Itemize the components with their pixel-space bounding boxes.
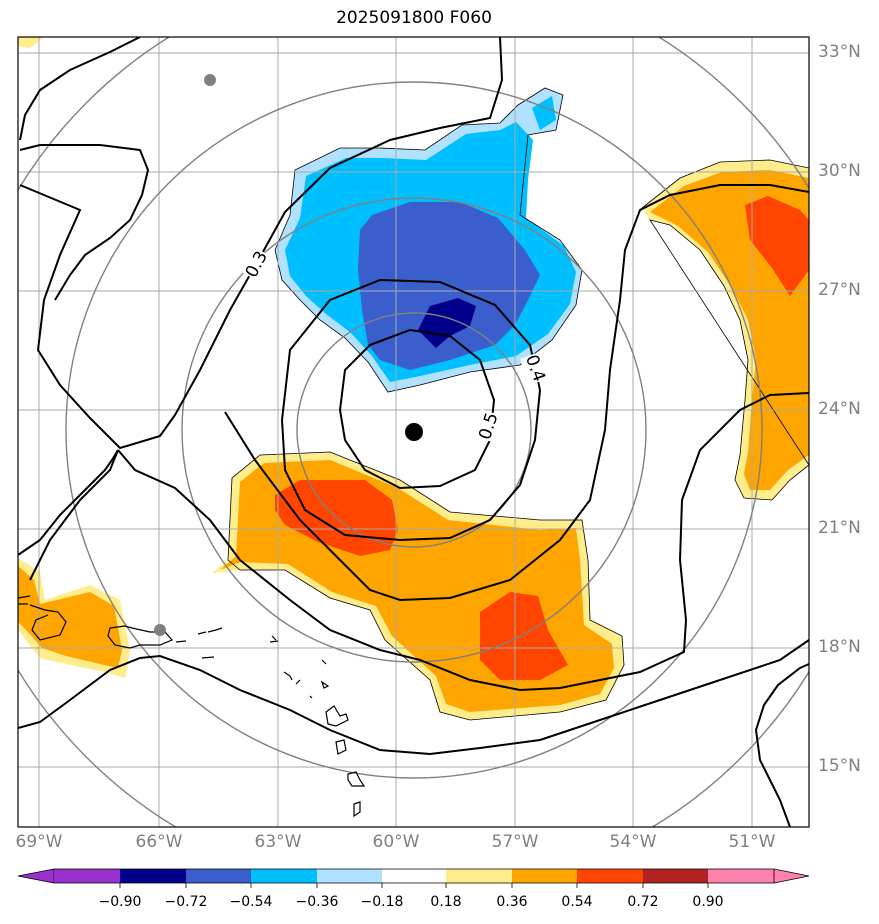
positive-region-far-west-core (18, 566, 122, 668)
coastlines (18, 595, 366, 818)
map-frame (17, 36, 810, 828)
positive-fleck-nw (18, 37, 44, 48)
lon-label-69: 69°W (15, 832, 63, 852)
station-marker (204, 74, 216, 86)
storm-center-marker (405, 423, 423, 441)
shaded-fields (18, 37, 809, 720)
colorbar-label: 0.36 (496, 894, 528, 910)
colorbar-label: 0.18 (430, 894, 462, 910)
graticule (18, 37, 809, 827)
colorbar-label: −0.54 (229, 894, 273, 910)
lat-label-30: 30°N (818, 161, 861, 181)
colorbar-label: −0.36 (295, 894, 339, 910)
colorbar (17, 868, 810, 888)
lon-label-66: 66°W (135, 832, 183, 852)
lat-label-33: 33°N (818, 42, 861, 62)
lat-label-27: 27°N (818, 280, 861, 300)
colorbar-label: −0.18 (360, 894, 404, 910)
distance-rings (18, 37, 809, 827)
contour-04 (280, 278, 542, 542)
lon-label-54: 54°W (609, 832, 657, 852)
positive-max-east (745, 196, 809, 296)
lat-label-24: 24°N (818, 399, 861, 419)
colorbar-label: 0.90 (692, 894, 724, 910)
lon-label-60: 60°W (372, 832, 420, 852)
contour-03 (19, 37, 504, 450)
colorbar-label: −0.72 (164, 894, 208, 910)
lat-label-15: 15°N (818, 756, 861, 776)
colorbar-label: 0.54 (561, 894, 593, 910)
lon-label-51: 51°W (728, 832, 776, 852)
lon-label-57: 57°W (491, 832, 539, 852)
contour-labels: 0.3 0.4 0.5 (237, 245, 553, 444)
positive-max-southeast (480, 592, 568, 680)
colorbar-label: 0.72 (627, 894, 659, 910)
colorbar-label: −0.90 (98, 894, 142, 910)
station-marker (154, 624, 166, 636)
map-panel: 0.3 0.4 0.5 (18, 37, 809, 827)
lon-label-63: 63°W (254, 832, 302, 852)
lat-label-21: 21°N (818, 518, 861, 538)
contours (18, 37, 809, 827)
map-title: 2025091800 F060 (336, 8, 492, 28)
negative-min-core (418, 298, 476, 348)
lat-label-18: 18°N (818, 637, 861, 657)
